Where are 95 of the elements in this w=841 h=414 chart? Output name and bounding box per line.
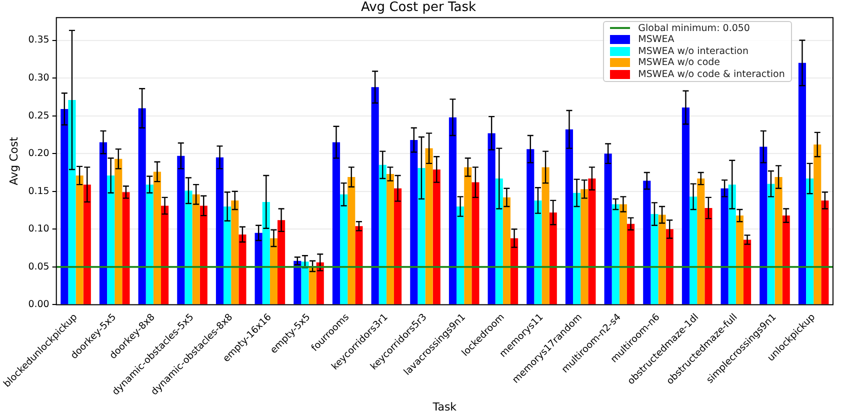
bar (736, 216, 744, 304)
bar (107, 176, 115, 304)
bar (254, 232, 262, 304)
bar (60, 109, 68, 304)
bar (495, 178, 503, 304)
bar (728, 184, 736, 304)
bar (216, 157, 224, 304)
bar (534, 200, 542, 304)
bar (348, 177, 356, 304)
bar (153, 172, 162, 304)
bar (565, 129, 574, 304)
bar (394, 188, 402, 304)
bar (410, 140, 418, 304)
bar (192, 194, 200, 304)
bar (200, 206, 208, 304)
y-tick-label: 0.30 (28, 72, 50, 84)
bar (588, 178, 596, 304)
bar (626, 224, 635, 304)
bar (294, 260, 302, 304)
bar (448, 117, 457, 304)
bar (573, 192, 581, 304)
bar (238, 234, 246, 304)
bar (146, 184, 154, 304)
y-axis-title: Avg Cost (7, 136, 20, 186)
bar (580, 189, 588, 304)
bar (425, 148, 433, 304)
bar (418, 168, 426, 304)
x-axis-title: Task (432, 400, 458, 414)
bar (798, 62, 806, 304)
bar (270, 238, 278, 304)
bar (122, 192, 130, 304)
bar (83, 184, 91, 304)
bar (743, 240, 752, 304)
y-tick-label: 0.05 (28, 261, 50, 272)
bar (177, 156, 185, 304)
legend-label: Global minimum: 0.050 (638, 22, 750, 34)
bar (432, 169, 440, 304)
bar (604, 154, 612, 304)
bar (332, 142, 340, 304)
chart-title: Avg Cost per Task (360, 0, 476, 16)
bar (510, 238, 518, 304)
bar (666, 229, 674, 304)
bar (619, 204, 627, 304)
bar (224, 206, 232, 304)
bar (720, 188, 728, 304)
bar (821, 200, 829, 304)
bar (650, 214, 658, 304)
legend-label: MSWEA (638, 34, 674, 46)
bar (488, 133, 496, 304)
bar (99, 142, 108, 304)
bar (184, 190, 192, 304)
y-tick-label: 0.00 (28, 299, 50, 310)
bar (782, 216, 790, 304)
y-tick-label: 0.10 (28, 224, 50, 235)
bar (308, 266, 316, 304)
bar (231, 200, 239, 304)
y-tick-label: 0.15 (28, 186, 50, 197)
bar (340, 194, 348, 304)
bar (386, 174, 394, 304)
legend-label: MSWEA w/o code (638, 57, 720, 69)
bar (612, 204, 620, 304)
y-tick-label: 0.35 (28, 34, 50, 46)
legend-label: MSWEA w/o interaction (638, 46, 748, 58)
bar (690, 196, 698, 304)
bar (682, 108, 690, 304)
bar (301, 262, 309, 304)
y-tick-label: 0.20 (28, 148, 50, 160)
legend-label: MSWEA w/o code & interaction (638, 68, 785, 80)
bar (472, 182, 480, 304)
bar (814, 144, 822, 304)
bar (355, 226, 363, 304)
bar (658, 214, 666, 304)
bar (526, 149, 534, 304)
bar (760, 146, 768, 304)
bar (278, 220, 286, 304)
bar (262, 202, 270, 304)
bar (767, 184, 775, 304)
bar (464, 167, 472, 304)
bar (371, 87, 379, 304)
bar (643, 180, 651, 304)
bar (456, 206, 464, 304)
bar (378, 164, 386, 304)
bar (502, 197, 510, 304)
bar (161, 206, 169, 304)
bar (138, 108, 146, 304)
bar (704, 208, 712, 304)
bar (806, 178, 814, 304)
bar (76, 176, 84, 304)
bar (549, 212, 557, 304)
bar (114, 158, 122, 304)
bar (542, 167, 550, 304)
bar (697, 178, 705, 304)
bar (774, 177, 782, 304)
bar (68, 100, 76, 304)
y-tick-label: 0.25 (28, 110, 50, 122)
